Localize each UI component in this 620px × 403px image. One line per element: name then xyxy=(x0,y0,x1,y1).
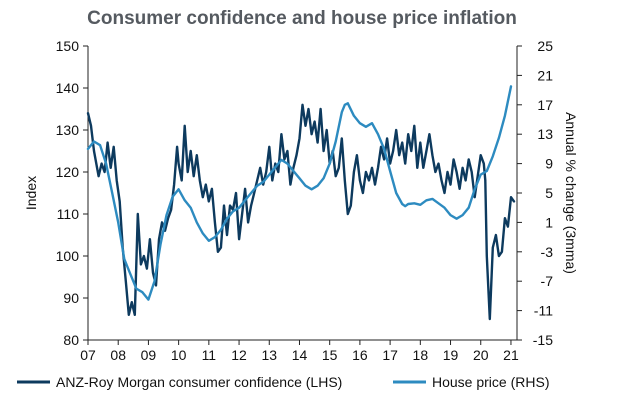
chart-title: Consumer confidence and house price infl… xyxy=(87,8,517,29)
x-tick-label: 09 xyxy=(141,347,157,363)
x-tick-label: 15 xyxy=(322,347,338,363)
x-tick-label: 10 xyxy=(171,347,187,363)
right-y-tick-label: 1 xyxy=(545,214,553,230)
right-y-tick-label: -7 xyxy=(541,273,554,289)
x-tick-label: 16 xyxy=(352,347,368,363)
right-y-tick-label: 13 xyxy=(537,126,553,142)
series-line-house-price xyxy=(86,85,513,301)
x-tick-label: 20 xyxy=(473,347,489,363)
right-y-tick-label: -3 xyxy=(541,244,554,260)
x-tick-label: 21 xyxy=(503,347,519,363)
right-y-tick-label: -15 xyxy=(533,332,553,348)
plot-area xyxy=(87,46,518,341)
legend-label-house-price: House price (RHS) xyxy=(432,374,549,390)
left-y-tick-label: 100 xyxy=(56,248,80,264)
legend: ANZ-Roy Morgan consumer confidence (LHS)… xyxy=(17,374,549,390)
x-tick-label: 07 xyxy=(80,347,96,363)
x-tick-label: 11 xyxy=(202,347,217,363)
left-y-tick-label: 110 xyxy=(57,206,80,222)
x-tick-label: 17 xyxy=(382,347,398,363)
left-y-ticks: 80 90 100 110 120 130 140 150 xyxy=(56,38,88,348)
x-tick-label: 08 xyxy=(110,347,126,363)
right-y-tick-label: 5 xyxy=(545,185,553,201)
series-layer xyxy=(86,85,516,321)
left-y-tick-label: 130 xyxy=(56,122,80,138)
right-y-tick-label: 25 xyxy=(537,38,553,54)
x-ticks: 07 08 09 10 11 12 13 14 15 16 17 18 19 20 21 xyxy=(80,340,519,363)
x-tick-label: 18 xyxy=(413,347,429,363)
series-line-confidence xyxy=(86,103,516,321)
x-tick-label: 14 xyxy=(292,347,308,363)
left-y-tick-label: 120 xyxy=(56,164,80,180)
left-y-tick-label: 90 xyxy=(63,290,79,306)
x-tick-label: 13 xyxy=(261,347,277,363)
right-y-tick-label: -11 xyxy=(534,303,553,319)
x-tick-label: 12 xyxy=(231,347,247,363)
left-y-tick-label: 140 xyxy=(56,80,80,96)
right-y-tick-label: 9 xyxy=(545,156,553,172)
x-tick-label: 19 xyxy=(443,347,459,363)
left-y-tick-label: 150 xyxy=(56,38,80,54)
legend-label-confidence: ANZ-Roy Morgan consumer confidence (LHS) xyxy=(56,374,342,390)
right-y-axis-label: Annual % change (3mma) xyxy=(563,112,579,274)
right-y-tick-label: 17 xyxy=(537,97,553,113)
left-y-axis-label: Index xyxy=(23,176,39,210)
left-y-tick-label: 80 xyxy=(63,332,79,348)
right-y-tick-label: 21 xyxy=(537,67,553,83)
right-y-ticks: -15 -11 -7 -3 1 5 9 13 17 21 25 xyxy=(517,38,553,348)
